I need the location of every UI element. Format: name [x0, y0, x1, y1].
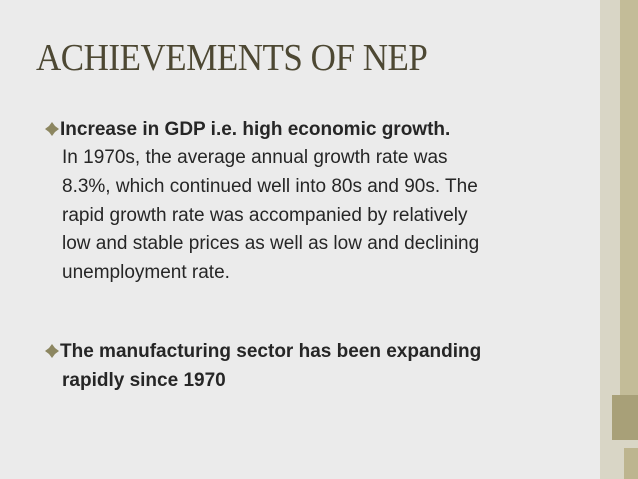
side-block [624, 448, 638, 479]
bullet-heading: Increase in GDP i.e. high economic growt… [60, 119, 451, 140]
slide-title: ACHIEVEMENTS OF NEP [36, 37, 428, 79]
bullet-body: unemployment rate. [62, 262, 230, 283]
side-strip [620, 0, 638, 395]
bullet-icon [45, 344, 59, 358]
bullet-body: low and stable prices as well as low and… [62, 233, 480, 254]
bullet-icon [45, 122, 59, 136]
bullet-heading: rapidly since 1970 [62, 370, 226, 391]
side-block [612, 395, 638, 440]
bullet-body: rapid growth rate was accompanied by rel… [62, 205, 468, 226]
bullet-body: In 1970s, the average annual growth rate… [62, 147, 448, 168]
bullet-heading: The manufacturing sector has been expand… [60, 341, 482, 362]
bullet-body: 8.3%, which continued well into 80s and … [62, 176, 478, 197]
